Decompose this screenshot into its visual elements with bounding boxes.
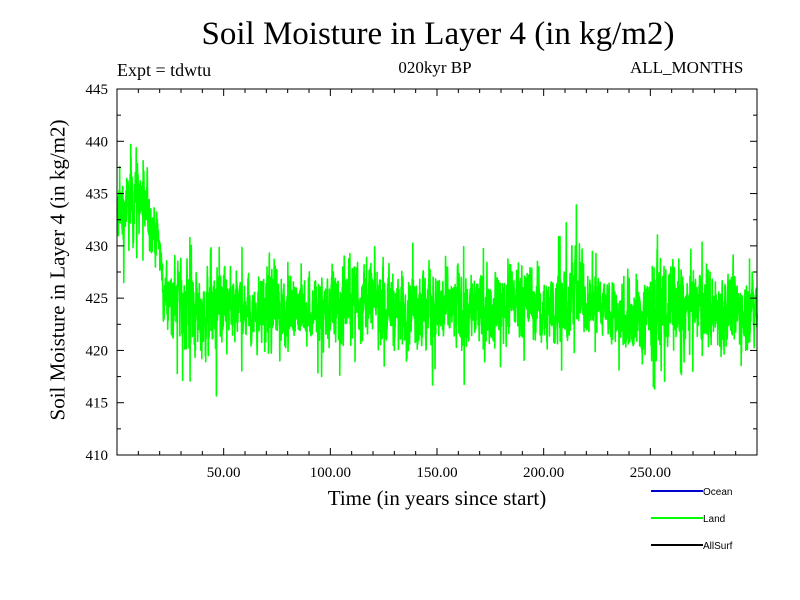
y-tick-label: 430 <box>86 239 109 255</box>
x-tick-label: 100.00 <box>310 465 351 481</box>
x-tick-label: 150.00 <box>416 465 457 481</box>
chart-title: Soil Moisture in Layer 4 (in kg/m2) <box>201 16 675 52</box>
series-line-land <box>116 143 758 397</box>
y-tick-label: 410 <box>86 448 109 464</box>
season-label: ALL_MONTHS <box>630 58 744 77</box>
y-tick-label: 415 <box>86 396 109 412</box>
legend-label-allsurf: AllSurf <box>703 541 733 552</box>
x-tick-label: 200.00 <box>523 465 564 481</box>
y-tick-label: 425 <box>86 291 109 307</box>
period-label: 020kyr BP <box>398 58 472 77</box>
legend-label-ocean: Ocean <box>703 487 732 498</box>
x-axis-label: Time (in years since start) <box>327 486 547 510</box>
y-tick-label: 445 <box>86 82 109 98</box>
experiment-label: Expt = tdwtu <box>117 60 212 80</box>
y-tick-label: 420 <box>86 343 109 359</box>
y-tick-label: 435 <box>86 187 109 203</box>
legend-label-land: Land <box>703 514 725 525</box>
x-tick-label: 50.00 <box>207 465 241 481</box>
y-tick-label: 440 <box>86 134 109 150</box>
x-tick-label: 250.00 <box>630 465 671 481</box>
